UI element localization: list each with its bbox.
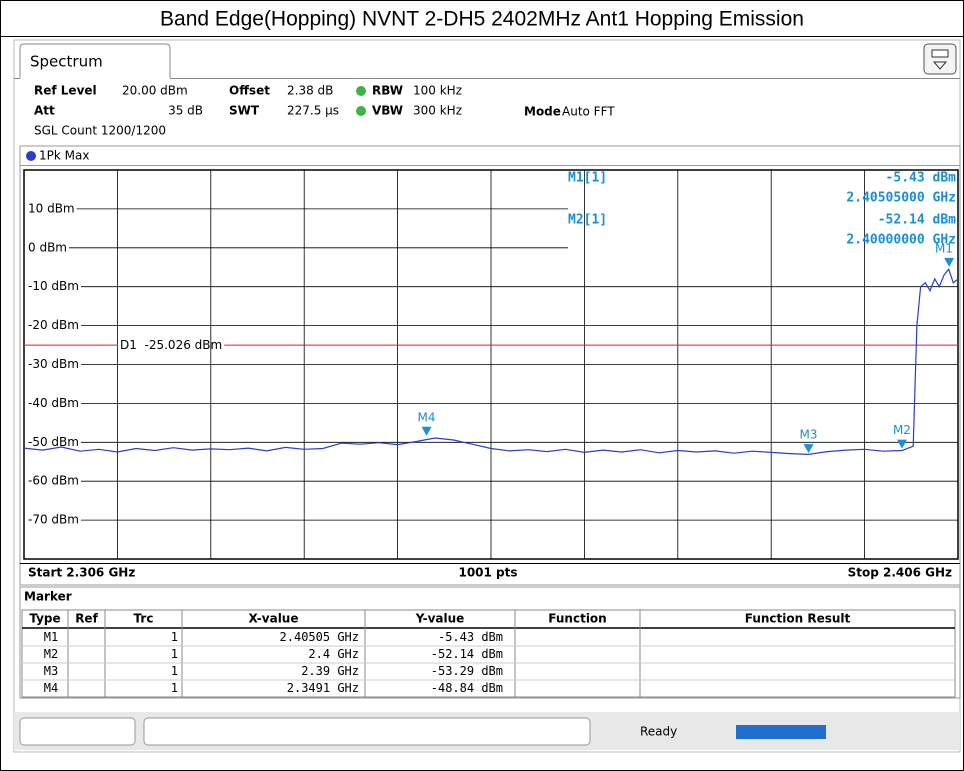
marker-info-frequency: 2.40000000 GHz xyxy=(846,233,956,248)
y-tick-label: -40 dBm xyxy=(28,396,79,410)
page-title: Band Edge(Hopping) NVNT 2-DH5 2402MHz An… xyxy=(160,8,804,31)
tab-label[interactable]: Spectrum xyxy=(30,53,103,71)
table-cell: 1 xyxy=(171,630,178,644)
marker xyxy=(896,439,907,449)
table-cell: 1 xyxy=(171,681,178,695)
table-cell: M4 xyxy=(44,681,58,695)
table-frame xyxy=(21,609,956,698)
setting-value: 35 dB xyxy=(168,104,203,118)
marker-info-name: M1[1] xyxy=(568,171,607,186)
trace xyxy=(23,267,959,456)
menu-icon-part xyxy=(932,61,948,70)
marker-info-level: -5.43 dBm xyxy=(886,171,957,186)
table-header: Y-value xyxy=(415,612,465,626)
setting-value: SGL Count 1200/1200 xyxy=(34,124,166,138)
table-cell: -48.84 dBm xyxy=(431,681,503,695)
menu-icon-part xyxy=(931,49,949,58)
y-tick-label: -50 dBm xyxy=(28,435,79,449)
spectrum-tab[interactable] xyxy=(19,43,171,78)
table-header: Function xyxy=(548,612,606,626)
setting-value: 2.38 dB xyxy=(287,84,333,98)
status-dot xyxy=(356,106,366,116)
table-cell: 2.4 GHz xyxy=(308,647,359,661)
setting-value: 227.5 µs xyxy=(287,104,339,118)
marker-label: M3 xyxy=(800,428,818,442)
status-dot xyxy=(356,86,366,96)
table-header: Function Result xyxy=(745,612,851,626)
marker-info-name: M2[1] xyxy=(568,213,607,228)
table-cell: M1 xyxy=(44,630,58,644)
stop-frequency: Stop 2.406 GHz xyxy=(848,566,952,580)
table-header: Trc xyxy=(134,612,154,626)
setting-label: RBW xyxy=(372,84,403,98)
marker xyxy=(421,426,432,436)
marker-info-level: -52.14 dBm xyxy=(878,213,956,228)
sweep-points: 1001 pts xyxy=(458,566,517,580)
y-tick-label: 0 dBm xyxy=(28,240,67,254)
setting-label: VBW xyxy=(372,104,403,118)
table-cell: -53.29 dBm xyxy=(431,664,503,678)
marker xyxy=(944,257,955,267)
y-tick-label: 10 dBm xyxy=(28,201,75,215)
trace-label: 1Pk Max xyxy=(39,149,89,163)
table-header: Ref xyxy=(75,612,98,626)
setting-value: 20.00 dBm xyxy=(122,84,188,98)
marker-info-frequency: 2.40505000 GHz xyxy=(846,191,956,206)
progress-indicator xyxy=(736,725,826,739)
marker-table: Type Ref Trc X-value Y-value Function Function… xyxy=(21,609,956,698)
trace-dot xyxy=(26,151,36,161)
start-frequency: Start 2.306 GHz xyxy=(28,566,135,580)
threshold-name: D1 xyxy=(120,338,137,352)
setting-value: 300 kHz xyxy=(413,104,462,118)
y-tick-label: -30 dBm xyxy=(28,357,79,371)
table-header: X-value xyxy=(249,612,299,626)
table-cell: M3 xyxy=(44,664,58,678)
threshold-value: -25.026 dBm xyxy=(145,338,223,352)
setting-value: 100 kHz xyxy=(413,84,462,98)
marker-table-title: Marker xyxy=(24,590,72,604)
plot: 10 dBm 0 dBm -10 dBm -20 dBm -30 dBm -40 dBm -… xyxy=(23,169,959,560)
table-cell: 2.39 GHz xyxy=(301,664,359,678)
status-field xyxy=(19,717,136,746)
setting-value: Auto FFT xyxy=(562,105,615,119)
marker xyxy=(803,444,814,454)
marker-label: M4 xyxy=(418,410,436,424)
table-header: Type xyxy=(29,612,60,626)
setting-label: Mode xyxy=(524,105,561,119)
table-cell: -5.43 dBm xyxy=(438,630,503,644)
table-cell: 2.40505 GHz xyxy=(280,630,359,644)
marker-label: M2 xyxy=(893,423,911,437)
setting-label: SWT xyxy=(229,104,260,118)
table-cell: 1 xyxy=(171,647,178,661)
status-text: Ready xyxy=(640,725,677,739)
table-cell: M2 xyxy=(44,647,58,661)
y-tick-label: -70 dBm xyxy=(28,513,79,527)
setting-label: Offset xyxy=(229,84,270,98)
diagram-frame xyxy=(19,145,961,586)
marker-label: M1 xyxy=(935,241,953,255)
y-tick-label: -10 dBm xyxy=(28,279,79,293)
y-tick-label: -20 dBm xyxy=(28,318,79,332)
table-cell: 1 xyxy=(171,664,178,678)
table-cell: 2.3491 GHz xyxy=(287,681,359,695)
marker-panel xyxy=(19,586,961,699)
setting-label: Ref Level xyxy=(34,84,97,98)
y-tick-label: -60 dBm xyxy=(28,474,79,488)
status-field xyxy=(143,717,591,746)
table-cell: -52.14 dBm xyxy=(431,647,503,661)
threshold-label: D1 -25.026 dBm xyxy=(120,338,222,352)
setting-label: Att xyxy=(34,104,55,118)
